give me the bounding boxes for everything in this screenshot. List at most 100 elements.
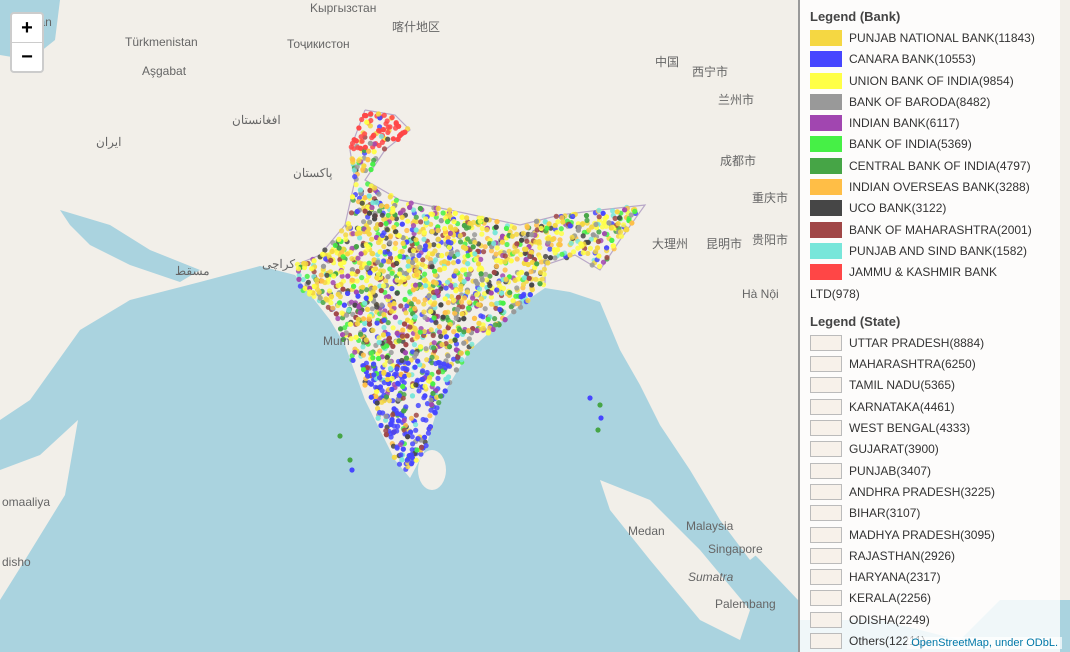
place-label: Türkmenistan	[125, 35, 198, 49]
place-label: 贵阳市	[752, 232, 788, 247]
branch-dot	[567, 252, 573, 258]
branch-dot	[360, 344, 366, 350]
branch-dot	[406, 372, 412, 378]
branch-dot	[416, 252, 422, 259]
legend-item: MAHARASHTRA(6250)	[810, 354, 1050, 375]
branch-dot	[389, 308, 395, 314]
branch-dot	[352, 174, 358, 180]
branch-dot	[356, 225, 362, 232]
zoom-out-button[interactable]: −	[12, 42, 42, 71]
branch-dot	[408, 200, 414, 206]
branch-dot	[451, 218, 457, 225]
branch-dot	[349, 194, 356, 200]
branch-dot	[534, 222, 540, 228]
branch-dot	[397, 253, 403, 259]
branch-dot	[374, 200, 380, 206]
branch-dot	[527, 253, 533, 259]
branch-dot	[431, 294, 437, 300]
branch-dot	[596, 229, 602, 235]
branch-dot	[370, 200, 376, 206]
branch-dot	[390, 412, 396, 418]
branch-dot	[435, 227, 441, 233]
branch-dot	[375, 259, 381, 265]
branch-dot	[363, 337, 369, 343]
legend-item: INDIAN BANK(6117)	[810, 113, 1050, 134]
branch-dot	[408, 415, 414, 421]
branch-dot	[389, 285, 395, 292]
branch-dot	[400, 240, 406, 246]
legend-label: UTTAR PRADESH(8884)	[849, 335, 985, 350]
branch-dot	[394, 260, 400, 266]
branch-dot	[421, 434, 428, 440]
branch-dot	[339, 228, 345, 234]
branch-dot	[600, 210, 606, 216]
legend-item: JAMMU & KASHMIR BANK LTD(978)	[810, 262, 1050, 305]
legend-swatch	[810, 633, 842, 650]
branch-dot	[403, 404, 409, 410]
place-label: پاکستان	[293, 166, 333, 180]
branch-dot	[368, 381, 374, 387]
branch-dot	[412, 296, 418, 302]
branch-dot	[356, 158, 362, 164]
branch-dot	[424, 401, 431, 407]
branch-dot	[629, 220, 635, 226]
branch-dot	[474, 327, 480, 334]
branch-dot	[404, 303, 410, 309]
branch-dot	[415, 358, 421, 364]
branch-dot	[404, 457, 410, 463]
branch-dot	[479, 225, 485, 232]
branch-dot	[404, 366, 410, 372]
branch-dot	[455, 354, 461, 360]
branch-dot	[429, 264, 435, 270]
attribution[interactable]: OpenStreetMap, under ODbL.	[907, 637, 1062, 649]
branch-dot	[500, 300, 506, 306]
branch-dot	[364, 278, 370, 284]
branch-dot	[379, 302, 385, 308]
branch-dot	[345, 221, 351, 227]
branch-dot	[478, 271, 484, 277]
branch-dot	[345, 290, 351, 296]
branch-dot	[328, 257, 334, 263]
malaysia	[680, 440, 765, 560]
branch-dot	[470, 295, 476, 301]
branch-dot	[301, 260, 307, 267]
branch-dot	[438, 302, 444, 308]
legend-item: PUNJAB NATIONAL BANK(11843)	[810, 28, 1050, 49]
branch-dot	[377, 384, 383, 390]
branch-dot	[435, 205, 441, 211]
branch-dot	[417, 329, 423, 335]
branch-dot	[384, 203, 390, 209]
branch-dot	[443, 376, 449, 382]
branch-dot	[393, 240, 399, 246]
branch-dot	[482, 244, 488, 250]
branch-dot	[397, 133, 403, 139]
place-label: 成都市	[720, 153, 756, 168]
branch-dot	[405, 263, 411, 269]
branch-dot	[390, 136, 396, 142]
place-label: مسقط	[175, 264, 210, 278]
branch-dot	[371, 141, 377, 147]
branch-dot	[355, 268, 361, 274]
branch-dot	[484, 277, 490, 283]
branch-dot	[394, 366, 400, 372]
branch-dot	[444, 279, 451, 285]
branch-dot	[336, 245, 342, 251]
branch-dot	[552, 222, 558, 229]
branch-dot	[465, 261, 471, 267]
zoom-in-button[interactable]: +	[21, 17, 33, 39]
branch-dot	[433, 257, 439, 263]
branch-dot	[461, 316, 467, 322]
branch-dot	[554, 229, 560, 235]
branch-dot	[440, 369, 446, 375]
branch-dot	[417, 205, 423, 212]
branch-dot	[421, 329, 427, 335]
legend-label: BIHAR(3107)	[849, 506, 921, 521]
branch-dot	[604, 245, 610, 251]
branch-dot	[364, 119, 370, 125]
branch-dot	[297, 283, 303, 289]
branch-dot	[496, 322, 502, 328]
branch-dot	[558, 230, 565, 237]
branch-dot	[386, 398, 392, 404]
branch-dot	[494, 287, 500, 293]
